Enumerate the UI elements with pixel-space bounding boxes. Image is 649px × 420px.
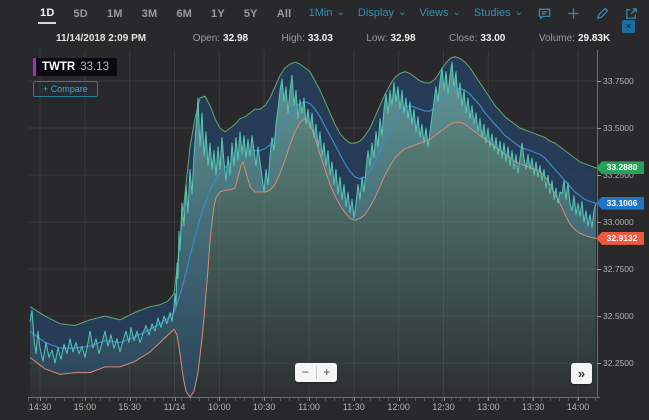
price-badge-bollinger-middle: 33.1006 — [596, 196, 644, 210]
price-axis-label: 33.0000 — [603, 217, 634, 228]
time-axis-tick — [264, 397, 266, 401]
time-axis-label: 11:30 — [342, 402, 365, 412]
quote-field-high: High: 33.03 — [281, 32, 333, 44]
price-axis-tick — [597, 175, 601, 177]
chevron-down-icon: ⌄ — [452, 7, 461, 18]
price-axis-label: 32.7500 — [603, 264, 634, 275]
symbol-legend[interactable]: TWTR 33.13 — [33, 58, 117, 76]
time-axis-tick — [309, 397, 310, 401]
price-axis-label: 32.2500 — [603, 358, 634, 369]
price-axis-tick — [597, 269, 601, 271]
time-axis-tick — [578, 397, 579, 401]
time-axis-label: 12:00 — [387, 402, 410, 412]
time-axis-label: 11/14 — [163, 402, 186, 412]
comment-icon[interactable] — [536, 5, 552, 21]
chevron-down-icon: ⌄ — [397, 7, 407, 18]
price-axis-tick — [597, 363, 601, 365]
quote-field-close: Close: 33.00 — [448, 32, 506, 44]
time-axis-tick — [84, 397, 86, 401]
price-badge-bollinger-lower: 32.9132 — [596, 231, 644, 245]
range-selector: 1D 5D 1M 3M 6M 1Y 5Y All — [38, 3, 293, 24]
time-axis-tick — [488, 397, 490, 401]
y-axis-line — [597, 50, 598, 397]
time-axis-tick — [219, 397, 221, 401]
time-axis-label: 13:00 — [477, 402, 500, 412]
menu-studies[interactable]: Studies ⌄ — [473, 7, 523, 19]
time-axis-label: 14:00 — [566, 402, 590, 412]
range-button-1m[interactable]: 1M — [105, 4, 125, 23]
time-axis-label: 10:00 — [208, 402, 231, 412]
x-axis-minor-ticks — [28, 398, 598, 401]
range-button-1d[interactable]: 1D — [38, 3, 57, 24]
time-axis-tick — [129, 397, 131, 401]
quote-field-low: Low: 32.98 — [366, 32, 416, 44]
draw-icon[interactable] — [594, 5, 610, 21]
add-icon[interactable] — [565, 5, 581, 21]
zoom-control: − + — [295, 363, 337, 382]
symbol-label: TWTR — [42, 61, 76, 73]
price-axis-tick — [597, 128, 601, 130]
price-line — [29, 61, 597, 364]
interval-label: 1Min — [308, 7, 333, 19]
quote-field-open: Open: 32.98 — [192, 32, 249, 44]
x-axis-line — [28, 397, 600, 398]
toolbar-menus: 1Min ⌄ Display ⌄ Views ⌄ Studies ⌄ — [309, 5, 639, 21]
price-axis-tick — [597, 222, 601, 224]
price-badge-bollinger-upper: 33.2880 — [596, 161, 644, 175]
range-button-1y[interactable]: 1Y — [209, 4, 227, 23]
symbol-price: 33.13 — [80, 61, 109, 73]
sidebar-toggle-button[interactable]: ✕ — [622, 20, 635, 33]
price-axis-label: 33.7500 — [603, 76, 634, 87]
time-axis-tick — [533, 397, 535, 401]
zoom-out-button[interactable]: − — [295, 363, 316, 382]
range-button-all[interactable]: All — [275, 4, 294, 23]
range-button-3m[interactable]: 3M — [140, 4, 160, 23]
expand-panel-button[interactable]: » — [571, 363, 592, 384]
time-axis-label: 15:00 — [73, 402, 97, 412]
quote-bar: 11/14/2018 2:09 PM Open: 32.98 High: 33.03 L… — [56, 31, 627, 45]
price-axis-tick — [597, 81, 601, 83]
price-axis-tick — [597, 316, 601, 318]
time-axis-label: 10:30 — [252, 402, 276, 412]
quote-datetime: 11/14/2018 2:09 PM — [56, 32, 147, 44]
time-axis-label: 11:00 — [298, 402, 320, 412]
bollinger-middle-line — [29, 88, 597, 349]
compare-button[interactable]: + Compare — [33, 81, 98, 97]
range-button-5d[interactable]: 5D — [71, 4, 89, 23]
time-axis-label: 15:30 — [118, 402, 141, 412]
price-axis-label: 33.2500 — [603, 170, 634, 181]
interval-dropdown[interactable]: 1Min ⌄ — [309, 7, 345, 19]
time-axis-tick — [40, 397, 41, 401]
bollinger-band-fill — [30, 56, 596, 397]
time-axis-tick — [398, 397, 400, 401]
quote-field-volume: Volume: 29.83K — [538, 32, 611, 44]
time-axis-tick — [353, 397, 355, 401]
price-mountain-fill — [30, 62, 596, 397]
price-axis-label: 32.5000 — [603, 311, 634, 322]
time-axis-label: 12:30 — [432, 402, 455, 412]
zoom-divider — [315, 366, 317, 379]
range-button-6m[interactable]: 6M — [174, 4, 194, 23]
top-toolbar: 1D 5D 1M 3M 6M 1Y 5Y All 1Min ⌄ Display ⌄ Views ⌄ S… — [0, 0, 649, 26]
time-axis-label: 14:30 — [28, 402, 52, 412]
time-axis-label: 13:30 — [521, 402, 545, 412]
time-axis-tick — [443, 397, 445, 401]
menu-display[interactable]: Display ⌄ — [357, 7, 407, 19]
ohlc-fields: Open: 32.98 High: 33.03 Low: 32.98 Close: 33.00… — [176, 33, 627, 44]
range-button-5y[interactable]: 5Y — [242, 4, 260, 23]
chevron-down-icon: ⌄ — [514, 7, 523, 18]
bollinger-upper-line — [29, 56, 597, 326]
chevron-down-icon: ⌄ — [336, 7, 345, 18]
export-icon[interactable] — [623, 5, 639, 21]
menu-views[interactable]: Views ⌄ — [419, 7, 461, 19]
time-axis-tick — [174, 397, 176, 401]
price-axis-label: 33.5000 — [603, 123, 634, 134]
zoom-in-button[interactable]: + — [317, 363, 338, 382]
